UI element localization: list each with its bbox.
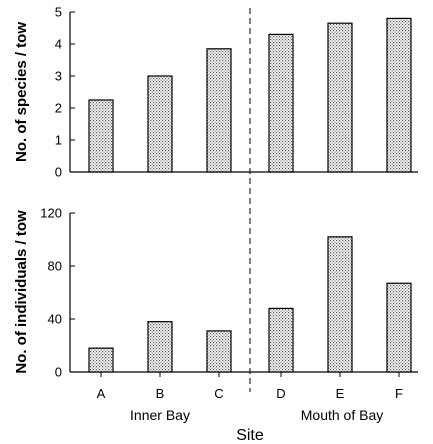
bar-c (206, 330, 232, 373)
species-panel: 0 1 2 3 4 5 (55, 5, 418, 180)
y-tick-label: 5 (55, 5, 62, 20)
x-tick-label: B (156, 386, 165, 401)
x-tick-label: C (214, 386, 223, 401)
y-tick-label: 4 (55, 37, 62, 52)
y-tick-label: 120 (40, 206, 62, 221)
y-tick-label: 0 (55, 165, 62, 180)
bar-b (147, 321, 173, 373)
bar-a (88, 99, 114, 173)
bar-f (386, 17, 412, 173)
bottom-y-axis-title: No. of individuals / tow (13, 210, 30, 374)
y-tick-label: 0 (55, 365, 62, 380)
y-tick-label: 1 (55, 133, 62, 148)
y-tick-label: 3 (55, 69, 62, 84)
x-axis-title: Site (236, 427, 264, 444)
bar-d (268, 307, 294, 373)
x-tick-labels: A B C D E F (97, 372, 403, 401)
inner-bay-label: Inner Bay (130, 407, 190, 423)
x-tick-label: A (97, 386, 106, 401)
bar-e (327, 22, 353, 173)
individuals-panel: 0 40 80 120 (40, 206, 418, 380)
bar-b (147, 75, 173, 173)
x-tick-label: F (395, 386, 403, 401)
top-y-axis-title: No. of species / tow (13, 22, 30, 162)
bar-a (88, 347, 114, 373)
bar-c (206, 48, 232, 173)
y-tick-label: 2 (55, 101, 62, 116)
x-tick-label: D (276, 386, 285, 401)
y-tick-label: 40 (48, 312, 62, 327)
x-tick-label: E (336, 386, 345, 401)
mouth-of-bay-label: Mouth of Bay (301, 407, 384, 423)
y-tick-label: 80 (48, 259, 62, 274)
bar-f (386, 282, 412, 373)
bar-d (268, 33, 294, 173)
bar-e (327, 236, 353, 373)
